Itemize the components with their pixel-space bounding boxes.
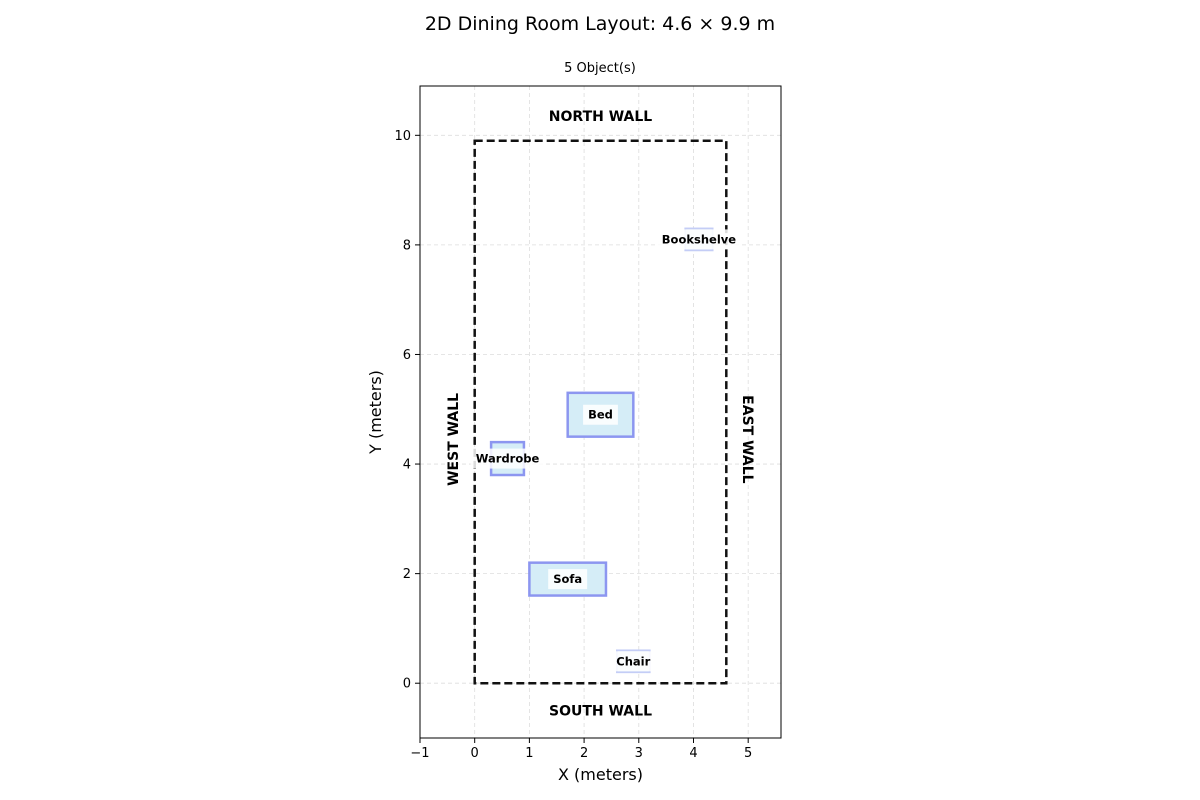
east-wall-label: EAST WALL [739, 395, 755, 483]
object-label: Chair [616, 654, 650, 668]
object-label-background [583, 404, 618, 425]
objects-layer: Bookshelve Bed Wardrobe Sofa Chair [470, 227, 742, 674]
x-tick-label: 4 [689, 746, 697, 761]
object-label-background [611, 651, 656, 672]
object-label: Bookshelve [662, 232, 736, 246]
object-label: Wardrobe [476, 452, 540, 466]
x-tick-label: −1 [410, 746, 429, 761]
object-label-background [656, 229, 742, 250]
plot-frame [419, 85, 782, 739]
chart-subtitle: 5 Object(s) [564, 61, 636, 76]
axis-ticks: −1 0 1 2 3 4 5 0 2 4 6 8 10 [394, 129, 752, 761]
y-axis-label: Y (meters) [366, 370, 385, 455]
object-bed: Bed [566, 391, 635, 438]
x-tick-label: 5 [744, 746, 752, 761]
x-tick-label: 0 [471, 746, 479, 761]
chart-title: 2D Dining Room Layout: 4.6 × 9.9 m [425, 13, 775, 35]
north-wall-label: NORTH WALL [549, 109, 652, 125]
west-wall-label: WEST WALL [446, 393, 462, 486]
object-label-background [470, 448, 545, 469]
y-tick-label: 0 [403, 677, 411, 692]
y-tick-label: 8 [403, 238, 411, 253]
x-tick-label: 1 [525, 746, 533, 761]
y-tick-label: 10 [394, 129, 411, 144]
room-outline [473, 139, 728, 685]
wall-labels: NORTH WALL SOUTH WALL WEST WALL EAST WAL… [446, 109, 755, 719]
x-tick-label: 3 [635, 746, 643, 761]
south-wall-label: SOUTH WALL [549, 704, 652, 720]
y-tick-label: 6 [403, 348, 411, 363]
object-wardrobe: Wardrobe [470, 440, 545, 477]
y-tick-label: 2 [403, 567, 411, 582]
object-label-background [548, 569, 588, 590]
x-axis-label: X (meters) [558, 765, 643, 784]
object-chair: Chair [611, 649, 656, 674]
object-label: Bed [588, 408, 613, 422]
object-bookshelve: Bookshelve [656, 227, 742, 252]
y-tick-label: 4 [403, 458, 411, 473]
object-label: Sofa [553, 572, 582, 586]
x-tick-label: 2 [580, 746, 588, 761]
room-outline-layer [473, 139, 728, 685]
object-sofa: Sofa [528, 561, 608, 597]
